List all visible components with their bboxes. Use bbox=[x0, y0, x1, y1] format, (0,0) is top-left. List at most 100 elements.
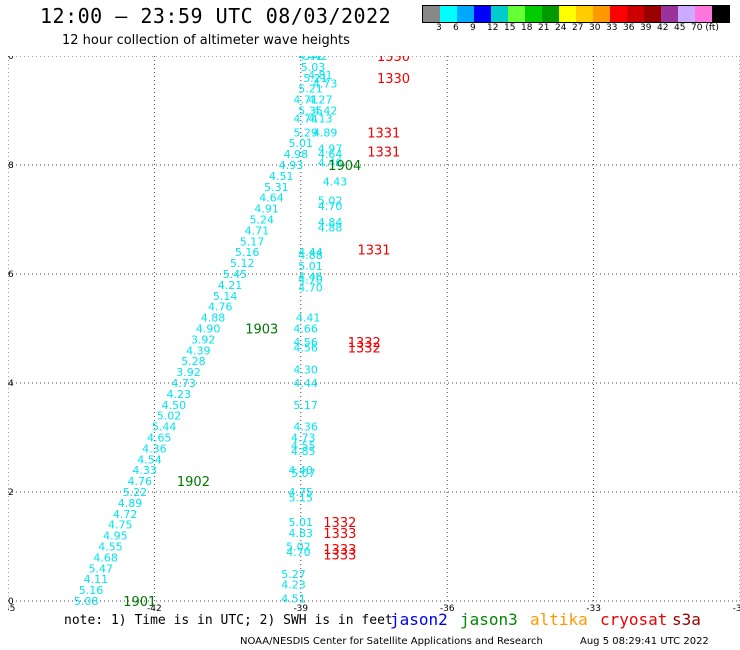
swh-value: 5.16 bbox=[79, 584, 104, 597]
color-swatch bbox=[491, 6, 508, 22]
swh-value: 4.95 bbox=[103, 530, 128, 543]
swh-value: 4.51 bbox=[269, 170, 294, 183]
swh-value: 4.64 bbox=[259, 192, 284, 205]
swh-value: 4.51 bbox=[281, 592, 306, 605]
swh-value: 4.89 bbox=[118, 497, 143, 510]
x-tick-label: -36 bbox=[440, 604, 455, 614]
color-swatch bbox=[525, 6, 542, 22]
swh-value: 4.84 bbox=[318, 216, 343, 229]
swh-value: 5.17 bbox=[293, 399, 318, 412]
swh-value: 4.43 bbox=[323, 175, 348, 188]
color-scale-label: 42 bbox=[657, 23, 669, 33]
color-swatch bbox=[678, 6, 695, 22]
pass-time-label: 1903 bbox=[245, 323, 278, 338]
color-swatch bbox=[644, 6, 661, 22]
swh-value: 4.70 bbox=[298, 273, 323, 286]
satellite-label: jason3 bbox=[460, 610, 518, 629]
y-tick-label: 10 bbox=[8, 597, 14, 607]
swh-value: 4.46 bbox=[298, 271, 323, 284]
swh-value: 4.76 bbox=[208, 301, 233, 314]
swh-value: 4.88 bbox=[201, 312, 226, 325]
swh-value: 5.31 bbox=[264, 181, 289, 194]
wave-height-map: -45-42-39-36-33-30101214161820 4.415.425… bbox=[8, 56, 740, 614]
swh-value: 5.12 bbox=[230, 257, 255, 270]
swh-value: 4.64 bbox=[318, 148, 343, 161]
color-scale-label: 45 bbox=[674, 23, 686, 33]
color-swatch bbox=[423, 6, 440, 22]
swh-value: 4.65 bbox=[147, 432, 172, 445]
color-swatch bbox=[542, 6, 559, 22]
color-swatch bbox=[661, 6, 678, 22]
color-swatch bbox=[440, 6, 457, 22]
swh-value: 4.88 bbox=[318, 222, 343, 235]
swh-value: 4.73 bbox=[291, 432, 316, 445]
swh-value: 5.21 bbox=[303, 72, 328, 85]
pass-time-label: 1331 bbox=[367, 126, 400, 141]
pass-time-label: 1330 bbox=[377, 72, 410, 87]
generated-timestamp: Aug 5 08:29:41 UTC 2022 bbox=[580, 636, 709, 647]
swh-value: 4.66 bbox=[293, 323, 318, 336]
satellite-label: altika bbox=[530, 610, 588, 629]
swh-value: 4.97 bbox=[318, 143, 343, 156]
pass-time-label: 1332 bbox=[348, 336, 381, 351]
swh-value: 4.73 bbox=[171, 377, 196, 390]
swh-value: 5.29 bbox=[293, 126, 318, 139]
color-scale-label: 3 bbox=[436, 23, 442, 33]
page-subtitle: 12 hour collection of altimeter wave hei… bbox=[62, 33, 350, 48]
swh-value: 4.81 bbox=[308, 69, 333, 82]
swh-value: 4.56 bbox=[293, 336, 318, 349]
color-swatch bbox=[457, 6, 474, 22]
swh-value: 4.36 bbox=[142, 442, 167, 455]
color-swatch bbox=[593, 6, 610, 22]
swh-value: 4.54 bbox=[137, 453, 162, 466]
swh-value: 5.15 bbox=[289, 491, 314, 504]
swh-value: 5.42 bbox=[303, 56, 328, 63]
swh-value: 4.88 bbox=[298, 249, 323, 262]
swh-value: 5.47 bbox=[88, 562, 113, 575]
pass-times: 1330133013311331190413311903133213321902… bbox=[123, 56, 410, 610]
swh-value: 4.71 bbox=[293, 94, 318, 107]
pass-time-label: 1902 bbox=[177, 475, 210, 490]
swh-value: 5.07 bbox=[291, 467, 316, 480]
swh-value: 5.17 bbox=[240, 235, 265, 248]
swh-value: 5.03 bbox=[301, 61, 326, 74]
swh-value: 5.22 bbox=[123, 486, 148, 499]
swh-value: 4.39 bbox=[186, 344, 211, 357]
swh-value: 4.40 bbox=[289, 464, 314, 477]
page-title: 12:00 – 23:59 UTC 08/03/2022 bbox=[40, 4, 392, 28]
swh-value: 4.70 bbox=[286, 546, 311, 559]
color-scale-label: 21 bbox=[538, 23, 550, 33]
color-scale-label: 18 bbox=[521, 23, 533, 33]
swh-value: 4.91 bbox=[254, 203, 279, 216]
color-swatch bbox=[559, 6, 576, 22]
color-scale-label: 15 bbox=[504, 23, 516, 33]
x-tick-label: -45 bbox=[8, 604, 15, 614]
x-tick-label: -33 bbox=[586, 604, 601, 614]
swh-value: 5.27 bbox=[281, 568, 306, 581]
color-scale-label: 33 bbox=[606, 23, 618, 33]
color-scale-label: 39 bbox=[640, 23, 652, 33]
color-swatch bbox=[712, 6, 729, 22]
y-tick-label: 20 bbox=[8, 56, 14, 62]
swh-value: 4.72 bbox=[113, 508, 138, 521]
swh-value: 5.44 bbox=[152, 421, 177, 434]
pass-time-label: 1904 bbox=[328, 159, 361, 174]
swh-value: 4.36 bbox=[293, 421, 318, 434]
swh-value: 5.24 bbox=[250, 214, 275, 227]
swh-value: 4.23 bbox=[281, 579, 306, 592]
credit-line: NOAA/NESDIS Center for Satellite Applica… bbox=[240, 636, 543, 647]
y-tick-label: 12 bbox=[8, 488, 14, 498]
color-scale-label: 24 bbox=[555, 23, 567, 33]
color-scale-legend bbox=[422, 5, 730, 23]
color-swatch bbox=[610, 6, 627, 22]
swh-value: 4.30 bbox=[293, 363, 318, 376]
swh-value: 4.21 bbox=[218, 279, 243, 292]
swh-value: 5.28 bbox=[181, 355, 206, 368]
satellite-label: s3a bbox=[672, 610, 701, 629]
pass-time-label: 1333 bbox=[323, 527, 356, 542]
units-note: note: 1) Time is in UTC; 2) SWH is in fe… bbox=[64, 613, 393, 628]
color-scale-label: 27 bbox=[572, 23, 584, 33]
swh-value: 4.75 bbox=[108, 519, 133, 532]
swh-value: 3.92 bbox=[176, 366, 201, 379]
swh-value: 4.73 bbox=[313, 77, 338, 90]
